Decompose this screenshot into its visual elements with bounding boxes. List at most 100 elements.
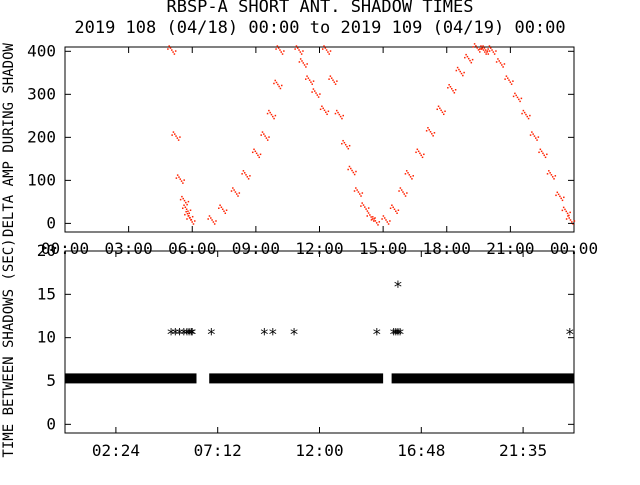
shadow-amplitude-point bbox=[550, 174, 553, 176]
shadow-amplitude-point bbox=[223, 210, 225, 212]
shadow-interval-point: * bbox=[260, 324, 270, 343]
shadow-amplitude-point bbox=[489, 47, 492, 49]
shadow-amplitude-point bbox=[441, 111, 444, 114]
shadow-amplitude-point bbox=[191, 215, 194, 218]
shadow-amplitude-point bbox=[404, 195, 407, 197]
shadow-amplitude-point bbox=[336, 80, 338, 82]
shadow-amplitude-point bbox=[171, 134, 173, 136]
shadow-amplitude-point bbox=[477, 49, 480, 51]
shadow-amplitude-point bbox=[407, 172, 409, 174]
shadow-amplitude-point bbox=[321, 48, 324, 50]
shadow-amplitude-point bbox=[221, 208, 224, 210]
chart-title: RBSP-A SHORT ANT. SHADOW TIMES bbox=[166, 0, 473, 17]
shadow-amplitude-point bbox=[312, 80, 315, 82]
shadow-amplitude-point bbox=[281, 53, 284, 55]
shadow-amplitude-point bbox=[299, 51, 302, 53]
shadow-amplitude-point bbox=[332, 79, 334, 81]
shadow-amplitude-point bbox=[207, 218, 209, 220]
shadow-amplitude-point bbox=[316, 94, 319, 96]
shadow-amplitude-point bbox=[567, 215, 569, 217]
shadow-amplitude-point bbox=[254, 150, 257, 153]
shadow-amplitude-point bbox=[447, 87, 449, 89]
shadow-amplitude-point bbox=[399, 187, 402, 189]
shadow-amplitude-point bbox=[493, 53, 496, 55]
shadow-amplitude-point bbox=[334, 112, 337, 115]
shadow-amplitude-point bbox=[234, 191, 237, 193]
shadow-amplitude-point bbox=[167, 48, 169, 50]
shadow-amplitude-point bbox=[168, 45, 170, 47]
shadow-amplitude-point bbox=[520, 97, 523, 100]
shadow-amplitude-point bbox=[324, 47, 327, 49]
top-x-tick-label: 18:00 bbox=[423, 239, 471, 258]
shadow-amplitude-point bbox=[329, 75, 332, 77]
shadow-amplitude-point bbox=[535, 137, 537, 139]
shadow-amplitude-point bbox=[346, 145, 348, 148]
shadow-interval-point: * bbox=[184, 324, 194, 343]
shadow-amplitude-point bbox=[455, 69, 458, 72]
shadow-amplitude-point bbox=[470, 61, 473, 64]
top-plot-frame bbox=[64, 46, 575, 233]
shadow-amplitude-point bbox=[181, 195, 183, 198]
shadow-amplitude-point bbox=[450, 88, 453, 90]
shadow-amplitude-point bbox=[355, 170, 357, 173]
shadow-amplitude-point bbox=[460, 72, 463, 75]
shadow-amplitude-point bbox=[191, 221, 193, 223]
top-y-tick-label: 200 bbox=[27, 127, 56, 146]
shadow-amplitude-point bbox=[268, 109, 270, 112]
shadow-amplitude-point bbox=[280, 51, 283, 53]
shadow-amplitude-point bbox=[375, 222, 378, 224]
shadow-amplitude-point bbox=[475, 45, 477, 47]
shadow-interval-point: * bbox=[391, 324, 401, 343]
shadow-amplitude-point bbox=[396, 212, 398, 214]
shadow-amplitude-point bbox=[339, 115, 342, 118]
shadow-amplitude-point bbox=[471, 58, 474, 61]
shadow-amplitude-point bbox=[371, 218, 374, 220]
top-x-tick-label: 21:00 bbox=[486, 239, 534, 258]
shadow-amplitude-point bbox=[467, 57, 470, 60]
shadow-amplitude-point bbox=[469, 59, 471, 62]
shadow-amplitude-point bbox=[251, 151, 254, 154]
shadow-amplitude-point bbox=[208, 215, 211, 217]
shadow-amplitude-point bbox=[456, 66, 459, 69]
shadow-amplitude-point bbox=[549, 172, 551, 174]
bottom-plot-frame bbox=[64, 250, 575, 434]
shadow-amplitude-point bbox=[185, 210, 187, 213]
shadow-amplitude-point bbox=[298, 49, 300, 51]
shadow-amplitude-point bbox=[453, 92, 456, 94]
shadow-amplitude-point bbox=[571, 221, 573, 223]
shadow-amplitude-point bbox=[378, 221, 381, 223]
shadow-amplitude-point bbox=[425, 130, 428, 132]
shadow-amplitude-point bbox=[373, 218, 375, 220]
shadow-interval-point: * bbox=[395, 324, 405, 343]
baseline-interval-band bbox=[209, 373, 384, 384]
shadow-amplitude-point bbox=[315, 92, 317, 94]
shadow-amplitude-point bbox=[237, 195, 239, 197]
bottom-y-tick-label: 5 bbox=[46, 371, 56, 390]
shadow-amplitude-point bbox=[458, 68, 460, 71]
shadow-amplitude-point bbox=[275, 81, 278, 84]
shadow-amplitude-point bbox=[300, 53, 303, 55]
shadow-amplitude-point bbox=[360, 205, 362, 207]
shadow-amplitude-point bbox=[402, 191, 404, 193]
shadow-amplitude-point bbox=[171, 49, 173, 51]
shadow-amplitude-point bbox=[525, 113, 527, 116]
shadow-amplitude-point bbox=[479, 51, 481, 53]
bottom-x-tick-label: 16:48 bbox=[397, 441, 445, 460]
shadow-amplitude-point bbox=[188, 212, 190, 214]
shadow-interval-point: * bbox=[186, 324, 196, 343]
shadow-amplitude-point bbox=[276, 45, 279, 47]
shadow-amplitude-point bbox=[412, 175, 414, 177]
shadow-interval-point: * bbox=[179, 324, 189, 343]
shadow-amplitude-point bbox=[374, 217, 376, 219]
shadow-amplitude-point bbox=[370, 219, 373, 221]
top-y-tick-label: 300 bbox=[27, 84, 56, 103]
shadow-amplitude-point bbox=[374, 220, 377, 222]
shadow-amplitude-point bbox=[502, 66, 504, 68]
shadow-amplitude-point bbox=[241, 173, 243, 175]
shadow-amplitude-point bbox=[476, 47, 478, 49]
shadow-amplitude-point bbox=[296, 47, 299, 49]
shadow-amplitude-point bbox=[353, 173, 356, 176]
shadow-amplitude-point bbox=[311, 91, 313, 93]
shadow-amplitude-point bbox=[246, 176, 249, 178]
shadow-amplitude-point bbox=[186, 212, 189, 215]
